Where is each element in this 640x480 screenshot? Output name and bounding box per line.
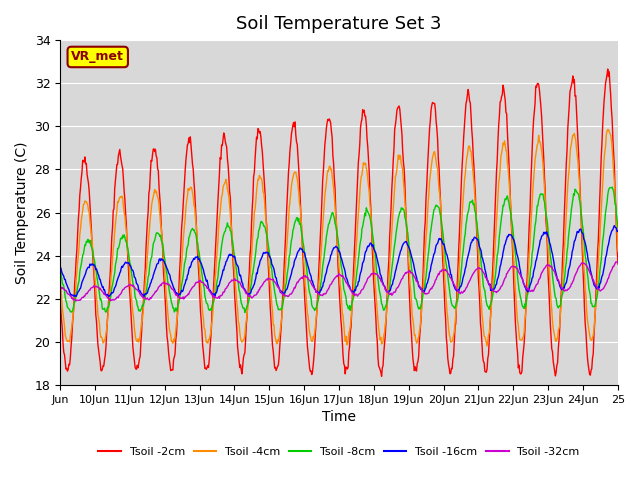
- Tsoil -32cm: [274, 284, 282, 290]
- Tsoil -4cm: [428, 160, 436, 166]
- Tsoil -16cm: [614, 228, 622, 234]
- Tsoil -16cm: [253, 270, 260, 276]
- Tsoil -8cm: [241, 310, 249, 315]
- Tsoil -2cm: [224, 163, 232, 168]
- Tsoil -16cm: [429, 257, 436, 263]
- Tsoil -2cm: [604, 66, 612, 72]
- Tsoil -8cm: [253, 241, 260, 247]
- Tsoil -32cm: [225, 281, 233, 287]
- Tsoil -16cm: [56, 265, 64, 271]
- Line: Tsoil -2cm: Tsoil -2cm: [60, 69, 618, 376]
- Tsoil -8cm: [274, 303, 282, 309]
- Tsoil -8cm: [614, 224, 622, 230]
- Tsoil -32cm: [429, 284, 436, 289]
- Tsoil -4cm: [397, 154, 404, 160]
- Tsoil -32cm: [122, 284, 130, 289]
- Tsoil -4cm: [273, 341, 281, 347]
- Tsoil -8cm: [429, 216, 436, 222]
- Line: Tsoil -8cm: Tsoil -8cm: [60, 187, 618, 312]
- Text: VR_met: VR_met: [71, 50, 124, 63]
- Title: Soil Temperature Set 3: Soil Temperature Set 3: [236, 15, 442, 33]
- Tsoil -8cm: [56, 263, 64, 269]
- Tsoil -32cm: [72, 298, 80, 304]
- Tsoil -32cm: [397, 277, 405, 283]
- Tsoil -2cm: [273, 366, 281, 372]
- Line: Tsoil -4cm: Tsoil -4cm: [60, 130, 618, 346]
- Tsoil -16cm: [122, 259, 129, 265]
- Tsoil -4cm: [252, 199, 260, 204]
- Tsoil -4cm: [604, 127, 612, 132]
- Tsoil -32cm: [253, 292, 260, 298]
- Y-axis label: Soil Temperature (C): Soil Temperature (C): [15, 142, 29, 284]
- Tsoil -2cm: [56, 294, 64, 300]
- Tsoil -32cm: [56, 285, 64, 291]
- Tsoil -4cm: [483, 343, 491, 349]
- Tsoil -2cm: [429, 99, 436, 105]
- Legend: Tsoil -2cm, Tsoil -4cm, Tsoil -8cm, Tsoil -16cm, Tsoil -32cm: Tsoil -2cm, Tsoil -4cm, Tsoil -8cm, Tsoi…: [94, 443, 584, 461]
- Tsoil -2cm: [252, 145, 260, 151]
- Tsoil -2cm: [122, 210, 129, 216]
- Tsoil -2cm: [378, 373, 385, 379]
- Tsoil -32cm: [614, 259, 622, 264]
- Tsoil -8cm: [122, 238, 129, 244]
- Tsoil -8cm: [397, 205, 405, 211]
- Tsoil -16cm: [274, 281, 282, 287]
- Tsoil -16cm: [225, 252, 233, 258]
- Tsoil -4cm: [224, 190, 232, 195]
- Tsoil -16cm: [397, 247, 405, 253]
- Tsoil -16cm: [140, 294, 148, 300]
- Tsoil -8cm: [224, 223, 232, 229]
- X-axis label: Time: Time: [322, 410, 356, 424]
- Tsoil -2cm: [397, 122, 405, 128]
- Line: Tsoil -32cm: Tsoil -32cm: [60, 262, 618, 301]
- Tsoil -16cm: [611, 223, 618, 228]
- Tsoil -4cm: [56, 280, 64, 286]
- Tsoil -4cm: [122, 223, 129, 228]
- Tsoil -4cm: [614, 248, 622, 254]
- Tsoil -2cm: [614, 261, 622, 267]
- Line: Tsoil -16cm: Tsoil -16cm: [60, 226, 618, 297]
- Tsoil -8cm: [608, 184, 616, 190]
